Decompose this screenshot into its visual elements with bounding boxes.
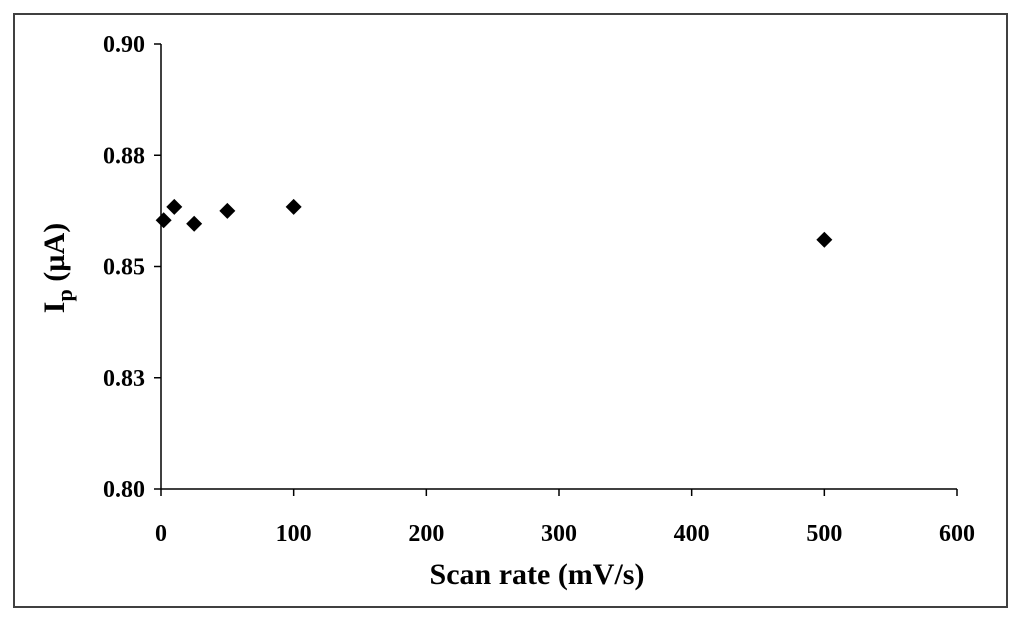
y-tick-label: 0.85 — [103, 255, 145, 281]
y-axis-title: Ip (µA) — [38, 223, 77, 313]
y-axis-title-unit: (µA) — [38, 223, 71, 289]
x-tick-label: 100 — [276, 521, 312, 547]
data-point — [285, 198, 302, 215]
x-tick-label: 600 — [939, 521, 975, 547]
y-tick-label: 0.83 — [103, 366, 145, 392]
y-ticks: 0.80 0.83 0.85 0.88 0.90 — [103, 32, 161, 503]
y-axis-title-main: I — [38, 302, 71, 314]
x-tick-label: 500 — [806, 521, 842, 547]
data-point — [155, 212, 172, 229]
axes — [160, 44, 957, 490]
chart-frame — [13, 13, 1008, 608]
x-tick-label: 0 — [155, 521, 167, 547]
data-points — [155, 198, 833, 248]
y-axis-title-sub: p — [52, 289, 77, 301]
x-tick-label: 300 — [541, 521, 577, 547]
x-ticks: 0 100 200 300 400 500 600 — [155, 489, 975, 547]
data-point — [219, 202, 236, 219]
data-point — [816, 231, 833, 248]
x-axis-title: Scan rate (mV/s) — [430, 558, 645, 591]
x-tick-label: 400 — [674, 521, 710, 547]
x-tick-label: 200 — [408, 521, 444, 547]
data-point — [186, 215, 203, 232]
y-tick-label: 0.80 — [103, 477, 145, 503]
data-point — [166, 198, 183, 215]
y-tick-label: 0.90 — [103, 32, 145, 58]
y-tick-label: 0.88 — [103, 143, 145, 169]
